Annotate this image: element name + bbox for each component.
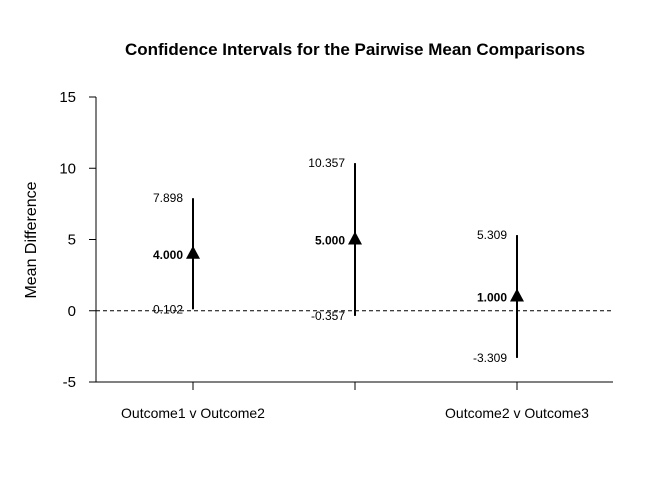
mean-marker <box>348 231 362 245</box>
y-tick-label: -5 <box>63 374 76 391</box>
lower-bound-label: 0.102 <box>153 302 183 316</box>
mean-label: 4.000 <box>153 248 183 262</box>
y-axis-label: Mean Difference <box>23 181 40 298</box>
y-tick-label: 0 <box>68 303 76 320</box>
y-tick-label: 5 <box>68 232 76 249</box>
chart-title: Confidence Intervals for the Pairwise Me… <box>125 40 585 59</box>
mean-label: 5.000 <box>315 234 345 248</box>
marks: 7.898 4.000 0.102 10.357 5.000 -0.357 5.309 1.0… <box>96 156 613 365</box>
lower-bound-label: -0.357 <box>311 309 345 323</box>
upper-bound-label: 5.309 <box>477 228 507 242</box>
y-tick-label: 10 <box>59 160 76 177</box>
mean-label: 1.000 <box>477 291 507 305</box>
axes: -5 0 5 10 15 Outcome1 v Outcome2 Outcome2 v Ou… <box>59 89 613 421</box>
x-tick-label: Outcome1 v Outcome2 <box>121 405 265 421</box>
upper-bound-label: 7.898 <box>153 191 183 205</box>
mean-marker <box>186 245 200 259</box>
lower-bound-label: -3.309 <box>473 351 507 365</box>
upper-bound-label: 10.357 <box>308 156 345 170</box>
mean-marker <box>510 288 524 302</box>
y-tick-label: 15 <box>59 89 76 106</box>
x-tick-label: Outcome2 v Outcome3 <box>445 405 589 421</box>
